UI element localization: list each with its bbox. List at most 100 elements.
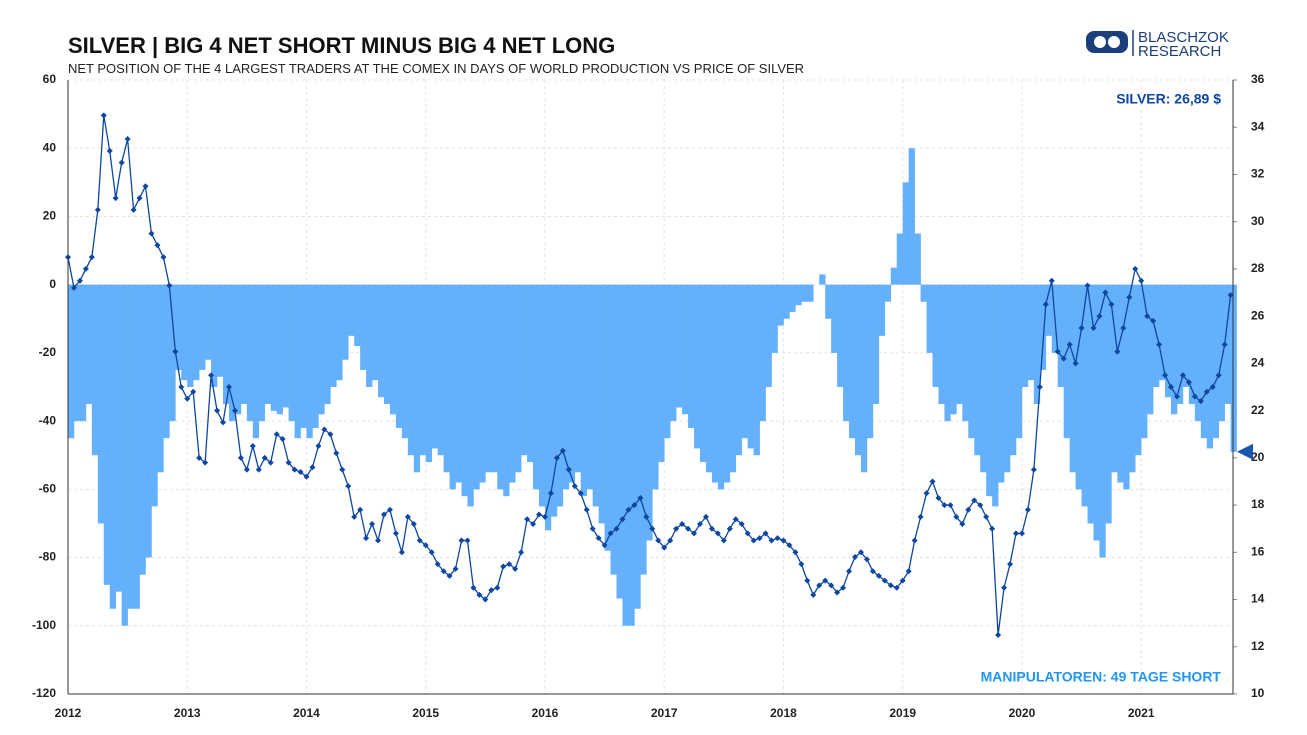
point (369, 520, 376, 527)
point (1024, 506, 1031, 513)
bar (1212, 284, 1219, 439)
point (470, 584, 477, 591)
y-tick-label: -20 (39, 345, 57, 359)
point (440, 568, 447, 575)
point (792, 549, 799, 556)
bar (91, 284, 99, 456)
point (971, 497, 978, 504)
bar (956, 284, 963, 405)
point (708, 525, 715, 532)
bar (592, 284, 599, 507)
bar (348, 284, 355, 336)
bar (801, 284, 808, 302)
point (237, 454, 244, 461)
point (476, 591, 483, 598)
point (220, 419, 227, 426)
point (965, 506, 972, 513)
bar (562, 284, 570, 490)
point (458, 537, 465, 544)
point (881, 577, 888, 584)
bar (121, 284, 128, 626)
x-tick-label: 2013 (174, 706, 201, 720)
y-tick-label: -40 (39, 413, 57, 427)
point (1179, 372, 1186, 379)
bar (1182, 284, 1190, 387)
bar (747, 284, 754, 449)
point (637, 494, 644, 501)
bar (68, 284, 75, 439)
point (291, 466, 298, 473)
point (834, 589, 841, 596)
bar (240, 284, 248, 405)
bar (79, 284, 87, 422)
bar (473, 284, 480, 490)
bar (1141, 284, 1148, 439)
bar (169, 284, 176, 422)
point (512, 565, 519, 572)
point (1162, 372, 1169, 379)
point (1090, 324, 1097, 331)
bar (908, 148, 915, 285)
point (852, 554, 859, 561)
bar (1123, 284, 1130, 490)
y2-tick-label: 18 (1251, 497, 1265, 511)
bar (1015, 284, 1023, 439)
bar (950, 284, 957, 415)
point (923, 490, 930, 497)
bar (288, 284, 295, 422)
bar (228, 284, 236, 422)
bar (533, 284, 540, 490)
bar (503, 284, 510, 497)
bar (324, 284, 331, 405)
point (172, 348, 179, 355)
chart-subtitle: NET POSITION OF THE 4 LARGEST TRADERS AT… (68, 61, 804, 76)
bar (455, 284, 462, 483)
bar (849, 284, 856, 439)
bar (413, 284, 421, 473)
point (941, 502, 948, 509)
bar (837, 284, 844, 387)
bar (1027, 284, 1035, 381)
point (1012, 530, 1019, 537)
bar (717, 284, 725, 490)
bar (860, 284, 868, 473)
point (631, 502, 638, 509)
bar (890, 267, 898, 285)
point (613, 525, 620, 532)
point (267, 459, 274, 466)
bar (825, 284, 832, 319)
point (983, 513, 990, 520)
bar (234, 284, 242, 415)
point (911, 537, 918, 544)
point (649, 525, 656, 532)
bar (1069, 284, 1076, 473)
point (112, 195, 119, 202)
point (804, 577, 811, 584)
y2-tick-label: 16 (1251, 544, 1265, 558)
point (530, 520, 537, 527)
point (500, 563, 507, 570)
point (720, 537, 727, 544)
bar (300, 284, 307, 428)
bar (968, 284, 975, 439)
bar (974, 284, 981, 456)
point (1215, 372, 1222, 379)
point (816, 582, 823, 589)
y2-tick-label: 34 (1251, 119, 1265, 133)
point (953, 513, 960, 520)
point (1191, 393, 1198, 400)
point (416, 537, 423, 544)
point (404, 513, 411, 520)
point (732, 516, 739, 523)
bar (896, 233, 903, 285)
point (1197, 398, 1204, 405)
bar (211, 284, 218, 387)
bar (127, 284, 134, 609)
bar (1111, 284, 1118, 473)
bar (640, 284, 647, 575)
point (196, 454, 203, 461)
bar (1010, 284, 1017, 456)
y2-tick-label: 30 (1251, 214, 1265, 228)
point (1173, 393, 1180, 400)
bar (628, 284, 635, 626)
